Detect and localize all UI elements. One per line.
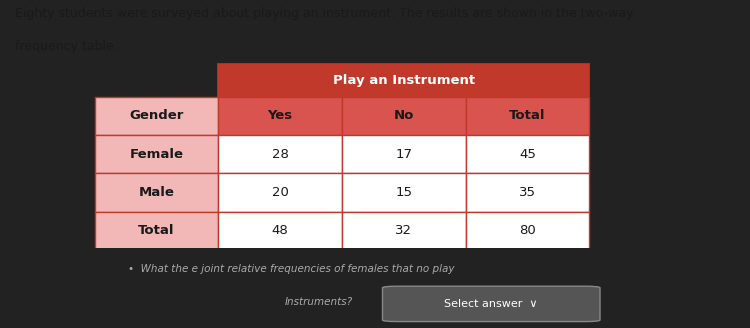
Text: 45: 45	[519, 148, 536, 161]
Text: Total: Total	[509, 109, 546, 122]
Text: Eighty students were surveyed about playing an instrument. The results are shown: Eighty students were surveyed about play…	[14, 8, 633, 20]
Bar	[94, 96, 218, 135]
Text: •  What the e joint relative frequencies of females that no play: • What the e joint relative frequencies …	[128, 264, 454, 274]
Text: 35: 35	[519, 186, 536, 199]
Text: frequency table.: frequency table.	[14, 40, 117, 52]
Text: Total: Total	[138, 224, 175, 237]
Text: Gender: Gender	[129, 109, 184, 122]
Bar	[342, 173, 466, 212]
Text: 15: 15	[395, 186, 412, 199]
Bar	[466, 212, 590, 250]
Bar	[466, 96, 590, 135]
Text: 17: 17	[395, 148, 412, 161]
Bar	[218, 64, 590, 96]
Text: Male: Male	[139, 186, 174, 199]
Text: 20: 20	[272, 186, 289, 199]
Bar	[94, 212, 218, 250]
Text: Select answer  ∨: Select answer ∨	[445, 299, 538, 309]
Text: 48: 48	[272, 224, 289, 237]
Bar	[342, 96, 466, 135]
FancyBboxPatch shape	[382, 286, 600, 321]
Text: No: No	[394, 109, 414, 122]
Text: Play an Instrument: Play an Instrument	[333, 74, 475, 87]
Text: Instruments?: Instruments?	[285, 297, 353, 307]
Bar	[342, 212, 466, 250]
Bar	[466, 173, 590, 212]
Bar	[466, 135, 590, 173]
Bar	[218, 135, 342, 173]
Bar	[94, 173, 218, 212]
Bar	[218, 96, 342, 135]
Bar	[94, 135, 218, 173]
Bar	[218, 173, 342, 212]
Bar	[342, 135, 466, 173]
Text: Yes: Yes	[268, 109, 292, 122]
Text: 28: 28	[272, 148, 289, 161]
Bar	[218, 212, 342, 250]
Text: Female: Female	[130, 148, 184, 161]
Text: 80: 80	[519, 224, 536, 237]
Text: 32: 32	[395, 224, 412, 237]
